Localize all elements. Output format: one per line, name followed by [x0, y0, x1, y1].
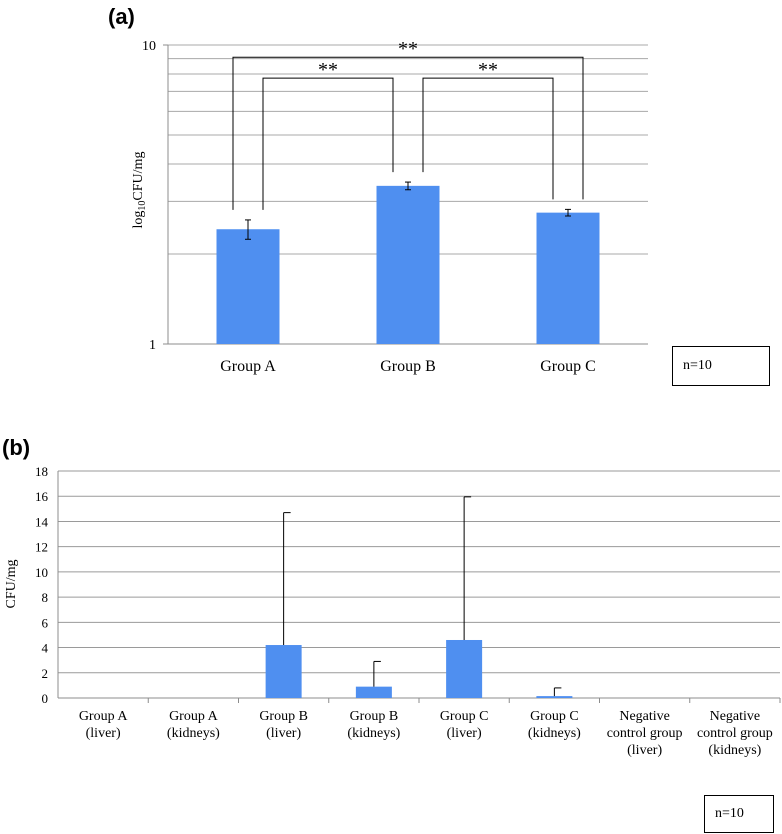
bar [536, 696, 573, 698]
category-label: (kidneys) [528, 726, 581, 741]
category-label: Group C [540, 358, 596, 375]
bar [265, 645, 302, 698]
significance-bracket [232, 56, 584, 210]
category-label: (kidneys) [167, 726, 220, 741]
panel-a-n-label: n=10 [672, 346, 770, 386]
bar [536, 212, 600, 344]
y-tick-label: 4 [42, 641, 49, 656]
y-tick-label: 8 [42, 590, 49, 605]
category-label: Group B [350, 709, 399, 724]
bar [446, 639, 483, 698]
panel-a-y-ticks: 1 10 [142, 39, 156, 353]
category-label: Group C [440, 709, 489, 724]
panel-b-n-label: n=10 [704, 795, 774, 833]
panel-a-y-axis-label: log10CFU/mg [131, 152, 148, 229]
category-label: (liver) [86, 726, 121, 741]
category-label: Group B [380, 358, 436, 375]
panel-a-label: (a) [108, 4, 135, 29]
panel-a-significance: ** ** ** [232, 38, 584, 210]
panel-b-axes [57, 471, 781, 703]
y-tick-label: 2 [42, 666, 49, 681]
y-tick-label: 1 [149, 338, 156, 353]
y-tick-label: 6 [42, 615, 49, 630]
panel-b-categories: Group A (liver) Group A (kidneys) Group B (li… [79, 709, 773, 758]
bar [376, 185, 440, 344]
category-label: (liver) [627, 743, 662, 758]
significance-bracket [422, 77, 554, 200]
category-label: control group [607, 726, 683, 741]
category-label: Negative [710, 709, 761, 724]
category-label: Group A [220, 358, 276, 375]
category-label: (liver) [266, 726, 301, 741]
panel-b-bars [265, 496, 573, 698]
significance-bracket [262, 77, 394, 210]
panel-b-y-axis-label: CFU/mg [4, 559, 19, 608]
y-tick-label: 14 [35, 514, 49, 529]
panel-a-bars [216, 181, 600, 344]
category-label: (liver) [447, 726, 482, 741]
category-label: Negative [619, 709, 670, 724]
panel-a-categories: Group A Group B Group C [220, 358, 596, 375]
significance-label: ** [398, 38, 418, 60]
panel-a-gridlines [168, 44, 648, 255]
category-label: Group A [79, 709, 129, 724]
category-label: (kidneys) [708, 743, 761, 758]
bar [216, 229, 280, 344]
bar [355, 686, 392, 698]
y-tick-label: 10 [142, 39, 156, 54]
significance-label: ** [318, 59, 338, 81]
category-label: Group C [530, 709, 579, 724]
category-label: Group B [259, 709, 308, 724]
panel-b-y-ticks: 0 2 4 6 8 10 12 14 16 18 [35, 464, 49, 706]
significance-label: ** [478, 59, 498, 81]
y-tick-label: 0 [42, 691, 49, 706]
category-label: Group A [169, 709, 219, 724]
panel-b-label: (b) [2, 435, 30, 460]
category-label: control group [697, 726, 773, 741]
category-label: (kidneys) [347, 726, 400, 741]
y-tick-label: 16 [35, 489, 49, 504]
panel-b-gridlines [58, 470, 780, 674]
y-tick-label: 10 [35, 565, 48, 580]
y-tick-label: 18 [35, 464, 48, 479]
y-tick-label: 12 [35, 540, 48, 555]
